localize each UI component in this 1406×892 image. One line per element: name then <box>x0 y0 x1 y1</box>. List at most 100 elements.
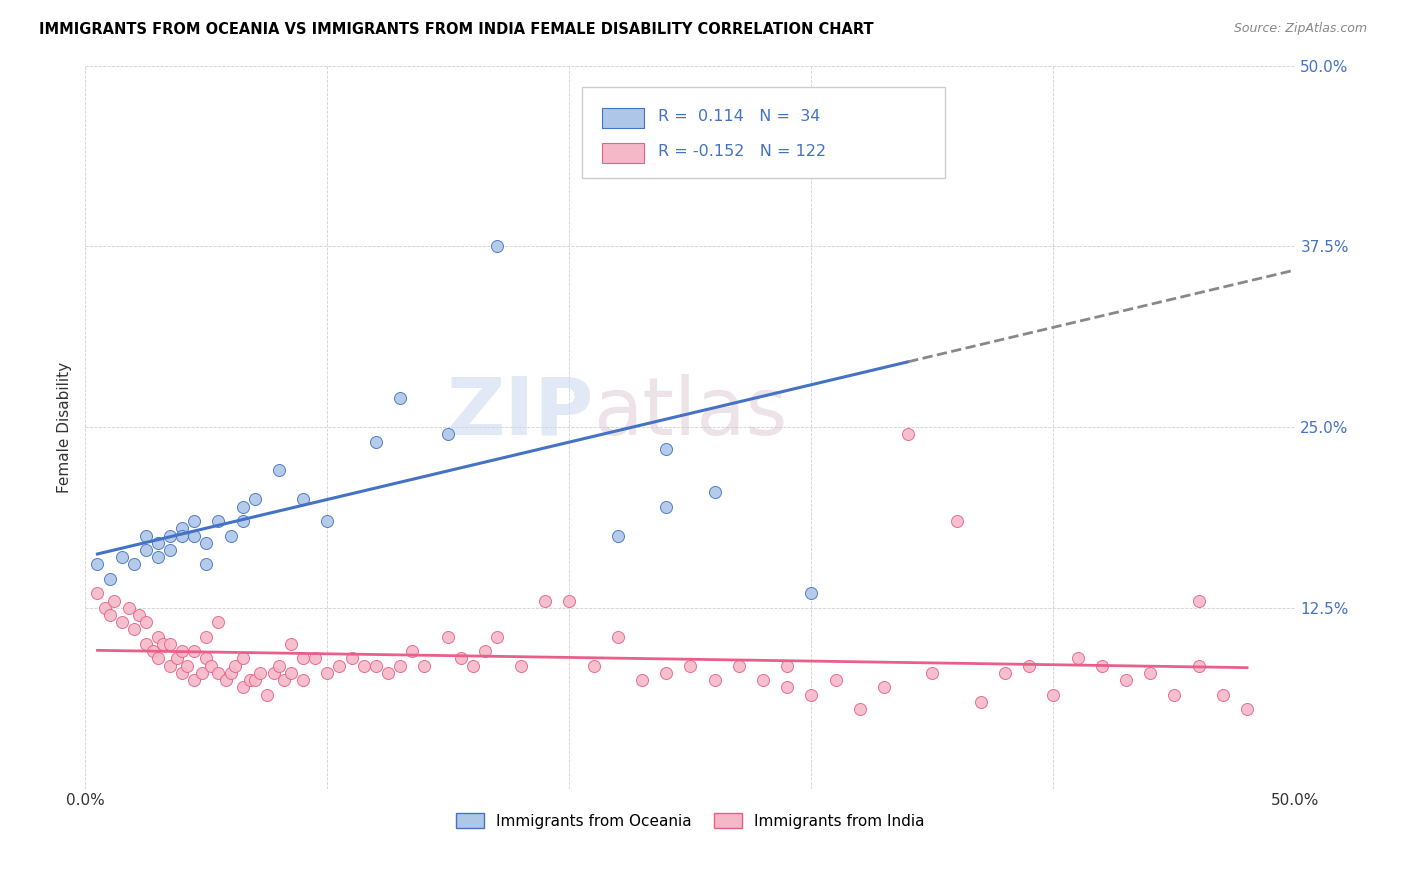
Point <box>243 673 266 687</box>
Point <box>800 586 823 600</box>
Text: R =  0.114   N =  34: R = 0.114 N = 34 <box>658 110 820 124</box>
Point <box>172 644 194 658</box>
Point <box>534 593 557 607</box>
Point <box>437 630 460 644</box>
Point <box>401 644 423 658</box>
Point <box>128 607 150 622</box>
Point <box>437 427 460 442</box>
Point <box>510 658 533 673</box>
Point <box>183 644 205 658</box>
Y-axis label: Female Disability: Female Disability <box>58 361 72 492</box>
Point <box>304 651 326 665</box>
Point <box>86 558 108 572</box>
Point <box>364 658 387 673</box>
Point <box>1188 658 1211 673</box>
Point <box>146 550 169 565</box>
FancyBboxPatch shape <box>582 87 945 178</box>
Point <box>377 665 399 680</box>
Point <box>232 651 254 665</box>
Point <box>146 651 169 665</box>
Point <box>146 535 169 549</box>
Point <box>273 673 295 687</box>
Point <box>292 492 315 507</box>
Point <box>195 558 218 572</box>
Text: Source: ZipAtlas.com: Source: ZipAtlas.com <box>1233 22 1367 36</box>
Point <box>195 630 218 644</box>
Point <box>207 514 229 528</box>
Point <box>159 658 181 673</box>
Point <box>1188 593 1211 607</box>
Point <box>267 463 290 477</box>
Point <box>316 665 339 680</box>
Point <box>159 543 181 558</box>
Point <box>98 607 121 622</box>
Point <box>200 658 222 673</box>
Point <box>215 673 238 687</box>
Point <box>1163 688 1185 702</box>
Text: atlas: atlas <box>593 374 787 451</box>
Point <box>655 442 678 456</box>
Point <box>606 528 628 542</box>
Point <box>183 514 205 528</box>
Point <box>800 688 823 702</box>
Point <box>776 658 799 673</box>
Point <box>752 673 775 687</box>
Point <box>183 528 205 542</box>
Point <box>485 630 508 644</box>
Point <box>328 658 350 673</box>
Text: R = -0.152   N = 122: R = -0.152 N = 122 <box>658 145 825 159</box>
Point <box>249 665 271 680</box>
Point <box>239 673 262 687</box>
Bar <box>602 143 644 163</box>
Point <box>1212 688 1234 702</box>
Point <box>111 615 134 630</box>
Point <box>292 673 315 687</box>
Point <box>413 658 436 673</box>
Point <box>172 528 194 542</box>
Point <box>135 637 157 651</box>
Point <box>450 651 472 665</box>
Point <box>243 492 266 507</box>
Point <box>207 665 229 680</box>
Point <box>267 658 290 673</box>
Point <box>219 528 242 542</box>
Point <box>152 637 174 651</box>
Point <box>388 391 411 405</box>
Point <box>353 658 375 673</box>
Point <box>1018 658 1040 673</box>
Bar <box>602 108 644 128</box>
Point <box>195 651 218 665</box>
Point <box>280 665 302 680</box>
Point <box>142 644 165 658</box>
Text: ZIP: ZIP <box>446 374 593 451</box>
Point <box>103 593 125 607</box>
Point <box>1115 673 1137 687</box>
Point <box>207 615 229 630</box>
Point <box>1139 665 1161 680</box>
Point <box>98 572 121 586</box>
Point <box>703 485 725 500</box>
Point <box>364 434 387 449</box>
Point <box>292 651 315 665</box>
Point <box>146 630 169 644</box>
Point <box>224 658 246 673</box>
Point <box>340 651 363 665</box>
Point <box>219 665 242 680</box>
Point <box>111 550 134 565</box>
Point <box>86 586 108 600</box>
Point <box>172 665 194 680</box>
Point <box>176 658 198 673</box>
Point <box>655 665 678 680</box>
Point <box>897 123 920 137</box>
Point <box>159 528 181 542</box>
Point <box>118 600 141 615</box>
Point <box>190 665 212 680</box>
Point <box>703 673 725 687</box>
Point <box>970 695 993 709</box>
Point <box>166 651 188 665</box>
Point <box>1236 702 1258 716</box>
Point <box>1091 658 1114 673</box>
Text: IMMIGRANTS FROM OCEANIA VS IMMIGRANTS FROM INDIA FEMALE DISABILITY CORRELATION C: IMMIGRANTS FROM OCEANIA VS IMMIGRANTS FR… <box>39 22 875 37</box>
Point <box>631 673 654 687</box>
Point <box>388 658 411 673</box>
